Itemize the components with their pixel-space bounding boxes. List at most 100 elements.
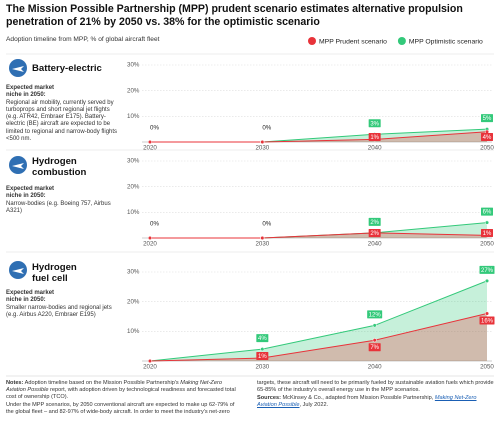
value-label: 5% xyxy=(483,116,492,122)
baseline-label: 0% xyxy=(150,221,159,228)
label-box xyxy=(481,133,493,141)
label-box xyxy=(368,133,381,141)
panel-name: Hydrogen fuel cell xyxy=(32,262,77,284)
point xyxy=(484,220,490,225)
sources-text: McKinsey & Co., adapted from Mission Pos… xyxy=(282,394,434,401)
area xyxy=(150,131,487,142)
x-tick-label: 2020 xyxy=(143,145,157,152)
area xyxy=(150,129,487,142)
panel-text: Expected market niche in 2050: Narrow-bo… xyxy=(6,186,118,215)
label-box xyxy=(481,207,493,216)
area xyxy=(150,313,487,361)
legend-label: MPP Prudent scenario xyxy=(319,38,387,45)
icon xyxy=(9,156,27,174)
x-tick-label: 2030 xyxy=(255,364,269,371)
x-tick-label: 2050 xyxy=(480,241,494,248)
point xyxy=(147,358,153,364)
value-label: 4% xyxy=(483,135,492,141)
x-tick-label: 2040 xyxy=(368,364,382,371)
notes-label: Notes: xyxy=(6,380,24,386)
value-label: 16% xyxy=(481,319,494,325)
y-tick-label: 20% xyxy=(127,298,140,305)
value-label: 7% xyxy=(370,345,379,351)
y-tick-label: 10% xyxy=(127,328,140,335)
point xyxy=(260,347,265,352)
x-tick-label: 2030 xyxy=(255,145,269,152)
label-box xyxy=(368,229,381,237)
notes: Notes: Adoption timeline based on the Mi… xyxy=(6,380,494,428)
panel-name: Battery-electric xyxy=(32,63,102,74)
label-box xyxy=(481,229,493,237)
value-label: 2% xyxy=(370,220,379,226)
niche-label: Expected market niche in 2050: xyxy=(6,290,55,304)
area xyxy=(150,280,487,361)
label-box xyxy=(256,334,269,343)
value-label: 6% xyxy=(483,210,492,216)
icon xyxy=(9,261,27,279)
point xyxy=(147,139,153,145)
baseline-label: 0% xyxy=(262,125,271,132)
sources-text: , July 2022. xyxy=(299,401,329,408)
subtitle: Adoption timeline from MPP, % of global … xyxy=(6,36,160,43)
label-box xyxy=(368,343,381,352)
point xyxy=(372,338,377,343)
value-label: 2% xyxy=(370,231,379,237)
x-tick-label: 2050 xyxy=(480,364,494,371)
niche-text: Smaller narrow-bodies and regional jets … xyxy=(6,304,112,318)
point xyxy=(260,139,265,145)
line xyxy=(149,280,488,362)
sources-label: Sources: xyxy=(257,394,281,401)
value-label: 1% xyxy=(370,135,379,141)
label-box xyxy=(368,217,381,226)
panel-text: Expected market niche in 2050: Smaller n… xyxy=(6,290,118,319)
x-tick-label: 2050 xyxy=(480,145,494,152)
notes-report: Making Net-Zero Aviation Possible xyxy=(6,380,222,393)
point xyxy=(147,235,153,241)
baseline-label: 0% xyxy=(262,221,271,228)
value-label: 27% xyxy=(481,268,494,274)
point xyxy=(484,129,490,134)
point xyxy=(260,235,265,241)
y-tick-label: 10% xyxy=(127,113,140,120)
y-tick-label: 30% xyxy=(127,269,140,276)
legend-marker xyxy=(397,37,406,45)
value-label: 1% xyxy=(258,354,267,360)
niche-label: Expected market niche in 2050: xyxy=(6,186,55,200)
x-tick-label: 2020 xyxy=(143,364,157,371)
title: The Mission Possible Partnership (MPP) p… xyxy=(6,3,463,28)
baseline-label: 0% xyxy=(150,125,159,132)
line xyxy=(150,232,488,239)
y-tick-label: 30% xyxy=(127,62,140,69)
value-label: 3% xyxy=(370,121,379,127)
label-box xyxy=(479,265,495,274)
label-box xyxy=(479,316,495,325)
line xyxy=(150,131,488,143)
niche-text: Narrow-bodies (e.g. Boeing 757, Airbus A… xyxy=(6,200,111,214)
label-box xyxy=(481,114,493,123)
value-label: 4% xyxy=(258,336,267,342)
y-tick-label: 20% xyxy=(127,183,140,190)
y-tick-label: 20% xyxy=(127,87,140,94)
niche-text: Regional air mobility, currently served … xyxy=(6,99,118,143)
legend-label: MPP Optimistic scenario xyxy=(409,38,483,45)
x-tick-label: 2040 xyxy=(368,145,382,152)
line xyxy=(149,313,488,362)
notes-text: Adoption timeline based on the Mission P… xyxy=(24,380,179,386)
point xyxy=(484,278,490,283)
y-tick-label: 30% xyxy=(127,158,140,165)
area xyxy=(150,222,487,238)
notes-paragraph: Under the MPP scenarios, by 2050 convent… xyxy=(6,380,494,415)
label-box xyxy=(367,310,383,319)
panel-name: Hydrogen combustion xyxy=(32,156,87,178)
x-tick-label: 2040 xyxy=(368,241,382,248)
notes-text: report, with adoption driven by technolo… xyxy=(6,386,236,400)
sources-link[interactable]: Making Net-Zero Aviation Possible xyxy=(257,394,477,408)
panel-text: Expected market niche in 2050: Regional … xyxy=(6,85,118,143)
value-label: 12% xyxy=(369,312,382,318)
label-box xyxy=(368,119,381,128)
label-box xyxy=(256,352,269,360)
point xyxy=(484,311,490,316)
x-tick-label: 2030 xyxy=(255,241,269,248)
